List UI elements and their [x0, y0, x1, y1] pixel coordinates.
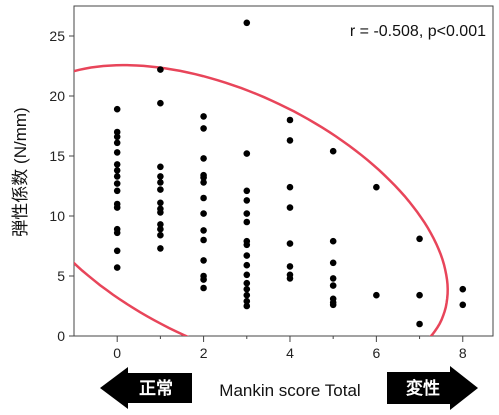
- data-point: [286, 204, 294, 211]
- x-axis-ticks: 0 2 4 6 8: [113, 336, 467, 361]
- data-point: [200, 113, 207, 120]
- data-point: [200, 155, 207, 162]
- confidence-ellipse: [74, 63, 449, 336]
- data-point: [243, 279, 251, 287]
- data-point: [243, 252, 251, 259]
- data-point: [157, 245, 164, 252]
- data-point: [200, 257, 207, 264]
- data-point: [113, 139, 121, 147]
- data-point: [329, 237, 337, 245]
- data-point: [286, 263, 294, 270]
- data-point: [157, 221, 164, 228]
- y-axis-label: 弾性係数 (N/mm): [11, 107, 30, 236]
- y-tick-label: 0: [57, 328, 65, 344]
- data-point: [329, 275, 337, 282]
- data-point: [157, 231, 164, 239]
- data-point: [157, 186, 164, 193]
- plot-area: [73, 5, 494, 337]
- x-tick-label: 8: [459, 345, 467, 361]
- x-tick-label: 0: [113, 345, 121, 361]
- y-tick-label: 10: [49, 208, 65, 224]
- data-point: [243, 197, 251, 204]
- x-tick-label: 2: [200, 345, 208, 361]
- data-point: [157, 199, 164, 207]
- y-tick-label: 15: [49, 148, 65, 164]
- data-point: [113, 133, 121, 141]
- data-point: [113, 167, 121, 174]
- data-points: [113, 19, 467, 328]
- data-point: [243, 285, 251, 293]
- data-point: [113, 264, 121, 271]
- data-point: [113, 247, 121, 255]
- data-point: [113, 229, 121, 237]
- data-point: [459, 301, 467, 309]
- data-point: [243, 19, 251, 27]
- data-point: [113, 173, 121, 180]
- data-point: [113, 149, 121, 156]
- data-point: [286, 116, 294, 124]
- normal-arrow-label: 正常: [139, 378, 173, 399]
- y-axis-ticks: 0 5 10 15 20 25: [49, 28, 74, 344]
- data-point: [243, 302, 251, 310]
- y-tick-label: 25: [49, 28, 65, 44]
- data-point: [243, 291, 251, 299]
- data-point: [286, 240, 294, 247]
- data-point: [157, 99, 164, 107]
- data-point: [157, 225, 164, 233]
- data-point: [157, 173, 164, 180]
- data-point: [329, 301, 337, 309]
- data-point: [243, 297, 251, 305]
- data-point: [243, 210, 251, 217]
- data-point: [416, 235, 423, 243]
- data-point: [157, 209, 164, 216]
- data-point: [200, 174, 207, 181]
- confidence-ellipse-layer: [74, 63, 449, 336]
- data-point: [286, 183, 294, 191]
- data-point: [113, 180, 121, 187]
- data-point: [329, 282, 337, 289]
- data-point: [200, 210, 207, 217]
- data-point: [373, 183, 380, 191]
- degenerated-arrow-label: 変性: [406, 378, 440, 399]
- x-axis-label: Mankin score Total: [219, 381, 360, 400]
- data-point: [200, 276, 207, 283]
- x-tick-label: 6: [372, 345, 380, 361]
- data-point: [113, 161, 121, 168]
- data-point: [243, 150, 251, 157]
- data-point: [200, 194, 207, 202]
- data-point: [243, 261, 251, 269]
- data-point: [286, 275, 294, 282]
- normal-arrow: [100, 367, 192, 409]
- data-point: [329, 259, 337, 267]
- data-point: [200, 284, 207, 292]
- y-tick-label: 5: [57, 268, 65, 284]
- data-point: [200, 227, 207, 234]
- data-point: [243, 241, 251, 249]
- degenerated-arrow: [387, 366, 478, 410]
- data-point: [113, 105, 121, 113]
- data-point: [243, 271, 251, 279]
- data-point: [416, 291, 423, 299]
- data-point: [200, 179, 207, 186]
- data-point: [157, 163, 164, 171]
- data-point: [416, 320, 423, 328]
- x-tick-label: 4: [286, 345, 294, 361]
- data-point: [113, 204, 121, 211]
- data-point: [329, 147, 337, 155]
- data-point: [200, 125, 207, 132]
- data-point: [373, 291, 380, 299]
- data-point: [286, 137, 294, 144]
- data-point: [113, 128, 121, 136]
- data-point: [243, 187, 251, 195]
- data-point: [113, 187, 121, 195]
- data-point: [459, 285, 467, 293]
- data-point: [157, 66, 164, 73]
- y-tick-label: 20: [49, 88, 65, 104]
- data-point: [157, 179, 164, 186]
- data-point: [243, 218, 251, 226]
- correlation-annotation: r = -0.508, p<0.001: [350, 23, 486, 40]
- data-point: [200, 236, 207, 244]
